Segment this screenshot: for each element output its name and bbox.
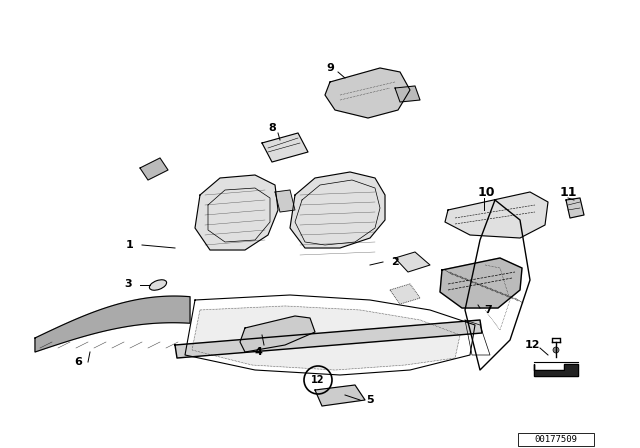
Text: 7: 7: [484, 305, 492, 315]
Polygon shape: [290, 172, 385, 248]
Polygon shape: [195, 175, 278, 250]
Text: 2: 2: [391, 257, 399, 267]
Polygon shape: [35, 296, 190, 352]
Text: 5: 5: [366, 395, 374, 405]
Polygon shape: [566, 198, 584, 218]
Polygon shape: [175, 320, 482, 358]
Ellipse shape: [149, 280, 166, 290]
Polygon shape: [390, 284, 420, 304]
Text: 9: 9: [326, 63, 334, 73]
Polygon shape: [395, 86, 420, 102]
Text: 12: 12: [311, 375, 324, 385]
Polygon shape: [240, 316, 315, 352]
Text: 10: 10: [477, 185, 495, 198]
Polygon shape: [275, 190, 295, 212]
Text: 3: 3: [124, 279, 132, 289]
Polygon shape: [262, 133, 308, 162]
Polygon shape: [315, 385, 365, 406]
Polygon shape: [440, 258, 522, 308]
Text: 6: 6: [74, 357, 82, 367]
Polygon shape: [192, 306, 460, 370]
Text: 12: 12: [524, 340, 540, 350]
Polygon shape: [445, 192, 548, 238]
Polygon shape: [534, 364, 578, 376]
Polygon shape: [395, 252, 430, 272]
Text: 00177509: 00177509: [534, 435, 577, 444]
Text: 8: 8: [268, 123, 276, 133]
Polygon shape: [140, 158, 168, 180]
Text: 11: 11: [559, 185, 577, 198]
Bar: [518, 433, 594, 446]
Text: 1: 1: [126, 240, 134, 250]
Circle shape: [553, 347, 559, 353]
Polygon shape: [325, 68, 410, 118]
Text: 4: 4: [254, 347, 262, 357]
